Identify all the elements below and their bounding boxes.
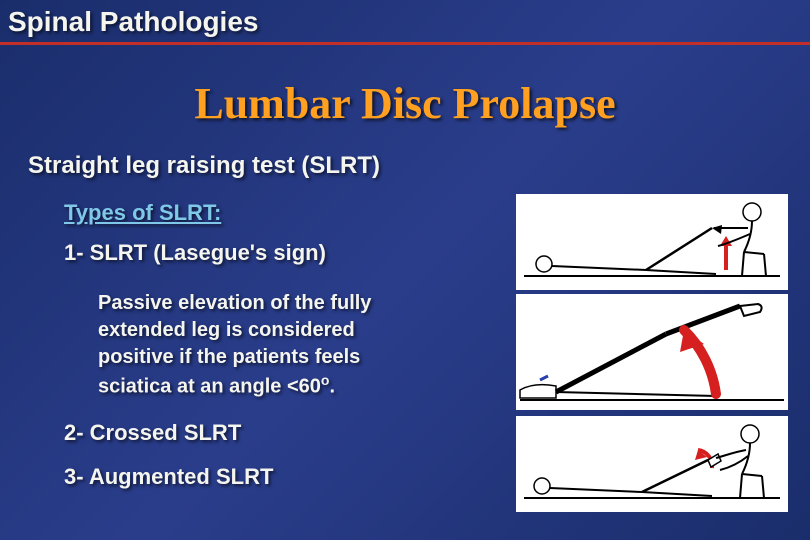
slrt-illustration-1 (516, 194, 788, 290)
desc-line-0: Passive elevation of the fully (98, 292, 371, 314)
figure-slrt-augmented (516, 416, 788, 512)
desc-tail: . (329, 376, 335, 398)
slide-title: Lumbar Disc Prolapse (0, 78, 810, 129)
slrt-illustration-3 (516, 416, 788, 512)
desc-line-2: positive if the patients feels (98, 346, 360, 368)
desc-line-3: sciatica at an angle <60 (98, 376, 321, 398)
figure-slrt-leg-closeup (516, 294, 788, 410)
figure-slrt-examiner-small (516, 194, 788, 290)
list-item-3: 3- Augmented SLRT (64, 464, 273, 490)
slrt-illustration-2 (516, 294, 788, 410)
types-label: Types of SLRT: (64, 200, 221, 226)
desc-line-1: extended leg is considered (98, 319, 355, 341)
section-heading: Straight leg raising test (SLRT) (28, 152, 380, 180)
list-item-1: 1- SLRT (Lasegue's sign) (64, 240, 326, 266)
divider-line (0, 42, 810, 45)
slide-header: Spinal Pathologies (8, 6, 258, 38)
item1-description: Passive elevation of the fully extended … (98, 290, 458, 401)
list-item-2: 2- Crossed SLRT (64, 420, 241, 446)
